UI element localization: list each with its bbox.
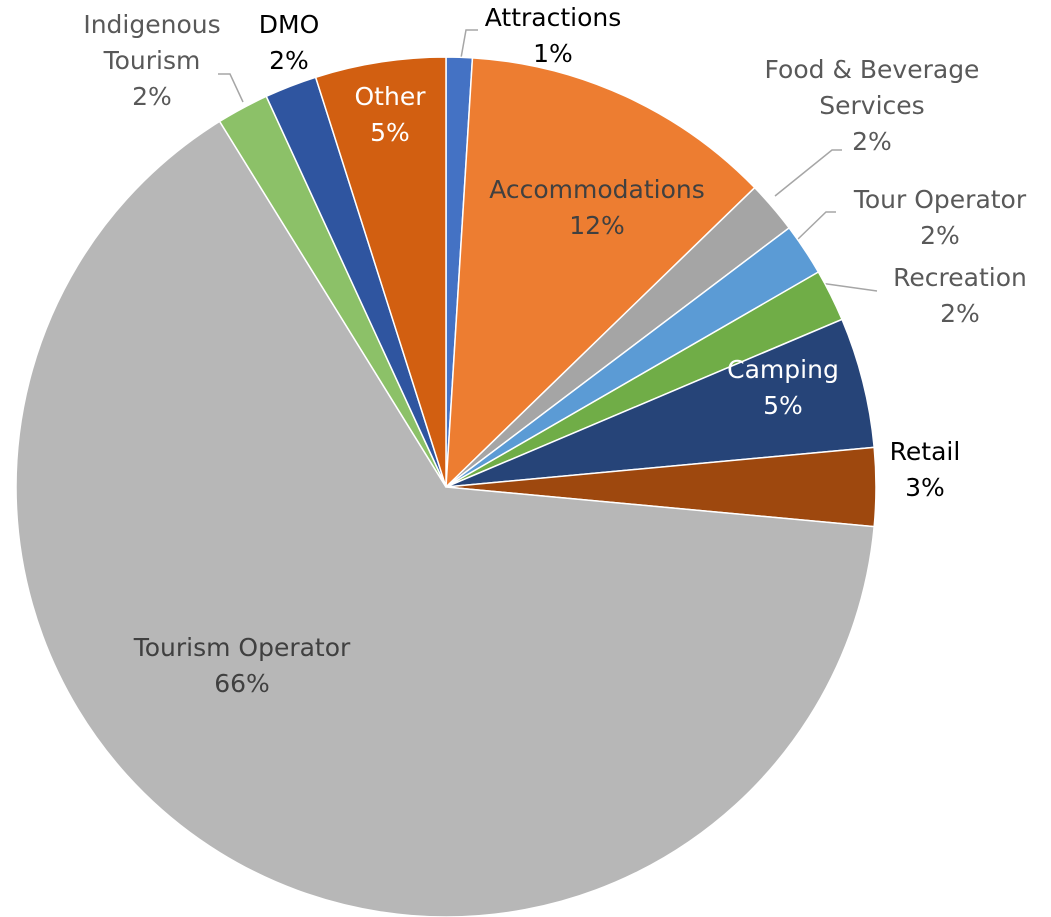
value-label: 1%	[533, 39, 573, 68]
value-label: 5%	[370, 118, 410, 147]
slice-label: Tourism Operator 66%	[92, 630, 392, 702]
value-label: 2%	[269, 46, 309, 75]
leader-line	[218, 73, 244, 103]
leader-line	[774, 149, 842, 197]
category-name: DMO	[258, 10, 320, 39]
leader-lines	[218, 29, 878, 292]
slices	[15, 56, 877, 917]
category-name: Camping	[727, 355, 839, 384]
category-name: Recreation	[893, 263, 1027, 292]
slice-label: Camping 5%	[693, 352, 873, 424]
slice	[15, 120, 875, 917]
leader-line	[796, 211, 836, 241]
category-name: Tourism Operator	[133, 633, 351, 662]
value-label: 12%	[569, 211, 625, 240]
slice-label: Indigenous Tourism 2%	[67, 7, 237, 115]
value-label: 2%	[852, 127, 892, 156]
slice	[445, 57, 756, 489]
slice-label: Attractions 1%	[453, 0, 653, 72]
value-label: 2%	[920, 221, 960, 250]
category-name: Food & Beverage Services	[764, 55, 980, 120]
slice-label: Accommodations 12%	[457, 172, 737, 244]
slice-label: Retail 3%	[865, 434, 985, 506]
leader-line	[460, 29, 478, 59]
value-label: 3%	[905, 473, 945, 502]
value-label: 2%	[132, 82, 172, 111]
value-label: 66%	[214, 669, 270, 698]
slice-label: Recreation 2%	[870, 260, 1050, 332]
slice-label: Other 5%	[330, 79, 450, 151]
slice-label: Tour Operator 2%	[830, 182, 1050, 254]
category-name: Accommodations	[489, 175, 705, 204]
category-name: Retail	[889, 437, 961, 466]
category-name: Tour Operator	[853, 185, 1027, 214]
leader-line	[819, 282, 878, 292]
slice-label: Food & Beverage Services 2%	[737, 52, 1007, 160]
category-name: Other	[354, 82, 426, 111]
slice	[314, 56, 447, 488]
category-name: Indigenous Tourism	[83, 10, 221, 75]
category-name: Attractions	[484, 3, 622, 32]
value-label: 5%	[763, 391, 803, 420]
slice-label: DMO 2%	[239, 7, 339, 79]
value-label: 2%	[940, 299, 980, 328]
